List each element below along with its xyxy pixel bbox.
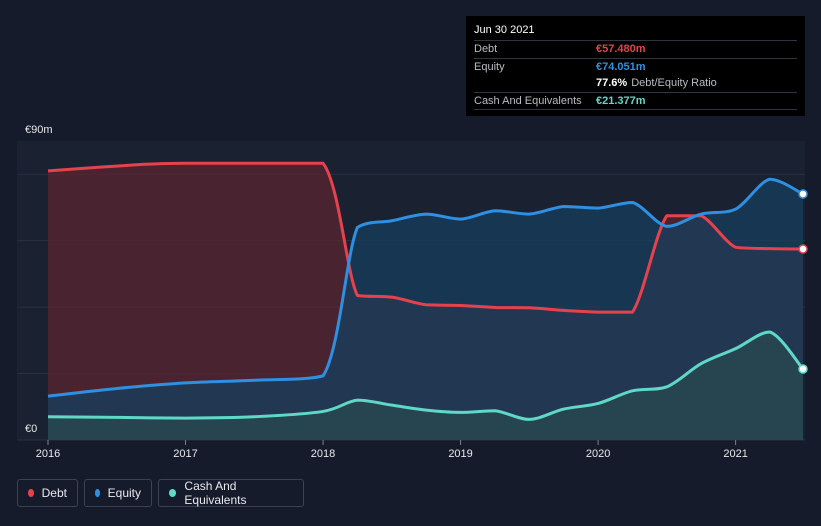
x-tick-label-2: 2018	[311, 448, 335, 460]
equity-endpoint[interactable]	[798, 189, 808, 199]
legend-cash-dot-icon	[169, 489, 177, 497]
tooltip-equity-label: Equity	[474, 60, 505, 73]
cash-line	[47, 330, 805, 421]
cash-area	[48, 332, 803, 440]
tooltip-cash-row: Cash And Equivalents €21.377m	[474, 91, 797, 110]
x-tick-label-3: 2019	[448, 448, 472, 460]
legend-equity[interactable]: Equity	[84, 479, 152, 507]
equity-line	[47, 177, 804, 398]
tooltip-equity-value: €74.051m	[596, 60, 646, 73]
y-axis: €90m €0	[25, 124, 53, 435]
legend-equity-dot-icon	[95, 489, 100, 497]
cash-endpoint[interactable]	[798, 364, 808, 374]
legend-cash-label: Cash And Equivalents	[184, 479, 247, 507]
series-areas	[48, 163, 803, 440]
tooltip-ratio-label: Debt/Equity Ratio	[631, 77, 717, 90]
tooltip-date: Jun 30 2021	[474, 24, 535, 36]
legend-debt-label: Debt	[41, 486, 67, 500]
tooltip-equity-row: Equity €74.051m	[474, 57, 797, 76]
x-axis: 2016 2017 2018 2019 2020 2021	[36, 440, 748, 460]
x-tick-label-1: 2017	[173, 448, 197, 460]
y-tick-label-0: €90m	[25, 124, 53, 136]
equity-area	[48, 179, 803, 440]
series-lines	[47, 161, 805, 421]
tooltip-debt-value: €57.480m	[596, 43, 646, 56]
legend-cash[interactable]: Cash And Equivalents	[158, 479, 304, 507]
tooltip-ratio-row: 77.6% Debt/Equity Ratio	[474, 75, 797, 92]
debt-endpoint[interactable]	[798, 244, 808, 254]
x-tick-label-5: 2021	[723, 448, 747, 460]
x-tick-label-4: 2020	[586, 448, 610, 460]
series-endpoints[interactable]	[798, 189, 808, 374]
tooltip: Jun 30 2021 Debt €57.480m Equity €74.051…	[466, 16, 805, 116]
tooltip-debt-row: Debt €57.480m	[474, 40, 797, 58]
legend-equity-label: Equity	[107, 486, 141, 500]
tooltip-cash-label: Cash And Equivalents	[474, 94, 582, 107]
tooltip-cash-value: €21.377m	[596, 94, 646, 107]
legend-debt[interactable]: Debt	[17, 479, 78, 507]
y-tick-label-1: €0	[25, 423, 37, 435]
tooltip-ratio-value: 77.6%	[596, 77, 628, 90]
tooltip-debt-label: Debt	[474, 43, 498, 56]
x-tick-label-0: 2016	[36, 448, 60, 460]
legend-debt-dot-icon	[28, 489, 34, 497]
